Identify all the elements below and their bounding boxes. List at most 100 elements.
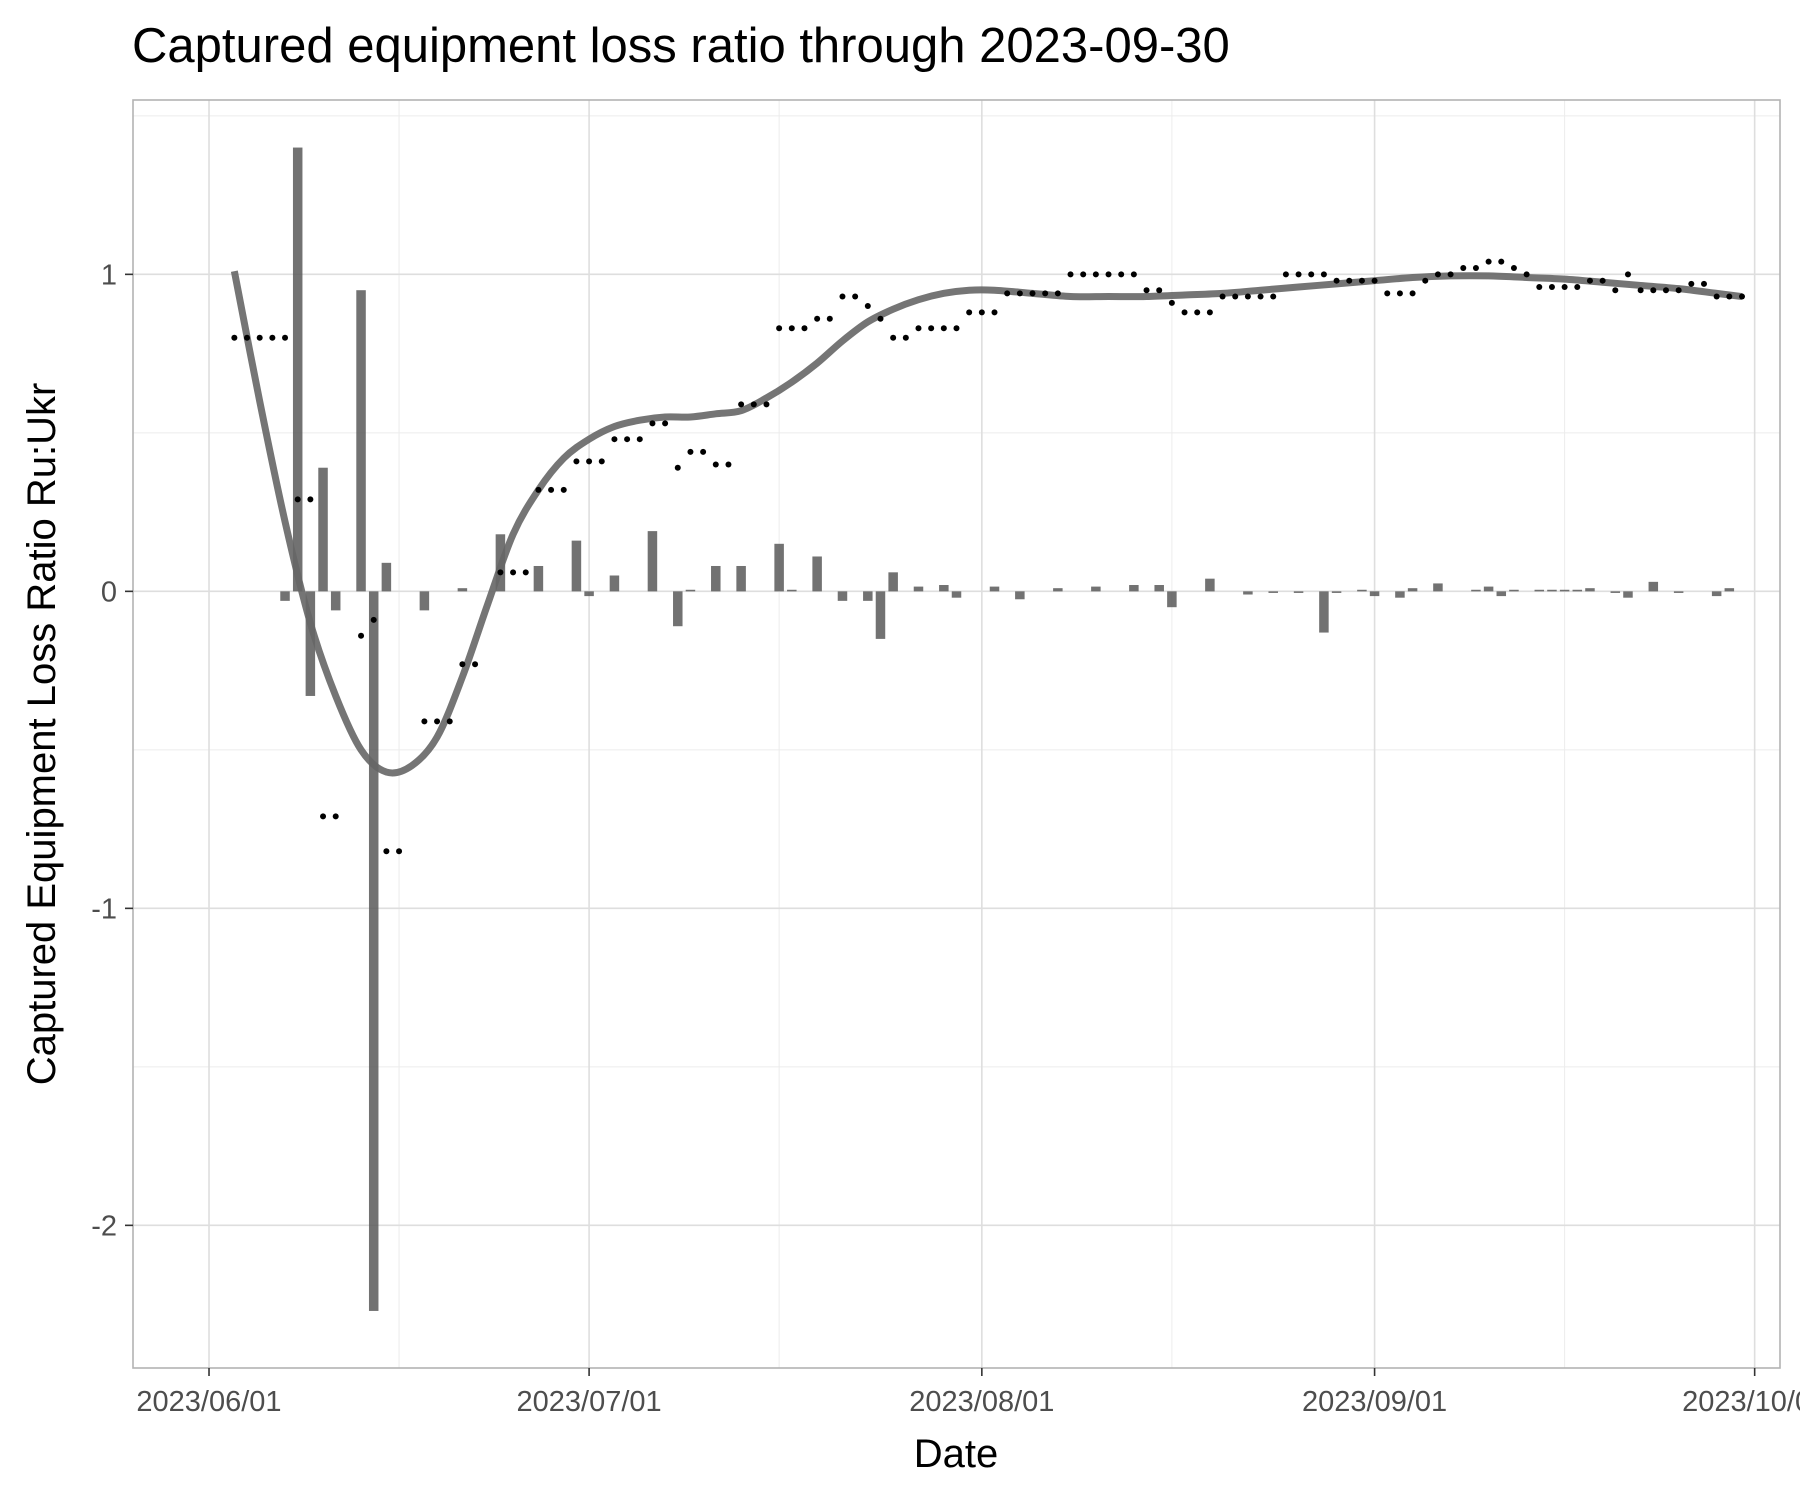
bar xyxy=(1167,591,1177,608)
bar xyxy=(1243,591,1253,595)
data-point xyxy=(1700,280,1707,287)
bar xyxy=(863,591,873,601)
bar xyxy=(1395,591,1405,598)
data-point xyxy=(231,334,238,341)
data-point xyxy=(1194,309,1201,316)
data-point xyxy=(662,420,669,427)
bar xyxy=(1293,591,1304,593)
data-point xyxy=(890,334,897,341)
bar xyxy=(1496,591,1507,597)
data-point xyxy=(674,464,681,471)
data-point xyxy=(1282,271,1289,278)
y-axis-title: Captured Equipment Loss Ratio Ru:Ukr xyxy=(20,383,64,1086)
data-point xyxy=(383,848,390,855)
bar xyxy=(1015,591,1025,600)
data-point xyxy=(1358,277,1365,284)
data-point xyxy=(332,813,339,820)
data-point xyxy=(1232,293,1239,300)
bar xyxy=(1623,591,1633,598)
axis-ticks: -2 -1 0 1 2023/06/01 2023/07/01 2023/08/01 2023… xyxy=(91,259,1800,1418)
data-point xyxy=(966,309,973,316)
data-point xyxy=(864,303,871,310)
data-point xyxy=(1574,284,1581,291)
y-tick-label: -1 xyxy=(91,893,117,925)
bar xyxy=(1205,578,1215,592)
bar xyxy=(1610,591,1621,593)
data-point xyxy=(1662,287,1669,294)
bar xyxy=(584,591,594,597)
bar xyxy=(1369,591,1380,597)
data-point xyxy=(510,569,517,576)
bar xyxy=(951,591,962,598)
bar xyxy=(1673,591,1684,593)
data-point xyxy=(1523,271,1530,278)
data-point xyxy=(1384,290,1391,297)
data-point xyxy=(902,334,909,341)
data-point xyxy=(763,401,770,408)
bar xyxy=(356,290,366,592)
data-point xyxy=(725,461,732,468)
y-tick-label: 1 xyxy=(101,259,117,291)
data-point xyxy=(1308,271,1315,278)
bar xyxy=(1648,581,1659,592)
bar xyxy=(812,556,822,592)
bar xyxy=(318,467,328,592)
bar xyxy=(1534,589,1545,592)
data-point xyxy=(535,486,542,493)
bar xyxy=(673,591,683,627)
data-point xyxy=(1118,271,1125,278)
data-point xyxy=(852,293,859,300)
data-point xyxy=(1257,293,1264,300)
data-point xyxy=(1092,271,1099,278)
data-point xyxy=(598,458,605,465)
bar xyxy=(774,543,784,592)
bar xyxy=(989,586,1000,592)
data-point xyxy=(282,334,289,341)
data-point xyxy=(1054,290,1061,297)
data-point xyxy=(358,632,365,639)
data-point xyxy=(636,436,643,443)
data-point xyxy=(611,436,618,443)
data-point xyxy=(1130,271,1137,278)
bar xyxy=(939,585,949,592)
bar xyxy=(280,591,290,601)
data-point xyxy=(877,315,884,322)
bar xyxy=(292,147,303,592)
data-point xyxy=(826,315,833,322)
data-point xyxy=(1637,287,1644,294)
bar xyxy=(1711,591,1722,597)
data-point xyxy=(991,309,998,316)
data-point xyxy=(573,458,580,465)
data-point xyxy=(1016,290,1023,297)
bar xyxy=(736,565,746,592)
data-point xyxy=(940,325,947,332)
data-point xyxy=(1320,271,1327,278)
data-point xyxy=(1510,265,1517,272)
chart-title: Captured equipment loss ratio through 20… xyxy=(132,19,1230,73)
bar xyxy=(1433,583,1443,592)
data-point xyxy=(269,334,276,341)
bar xyxy=(1471,589,1481,592)
bar-series xyxy=(280,147,1735,1311)
data-point xyxy=(801,325,808,332)
data-point xyxy=(1447,271,1454,278)
data-point xyxy=(1612,287,1619,294)
data-point xyxy=(978,309,985,316)
data-point xyxy=(1561,284,1568,291)
data-point xyxy=(1105,271,1112,278)
data-point xyxy=(814,315,821,322)
data-point xyxy=(1244,293,1251,300)
data-point xyxy=(1295,271,1302,278)
data-point xyxy=(244,334,251,341)
bar xyxy=(1268,591,1278,593)
data-point xyxy=(1624,271,1631,278)
bar xyxy=(1129,585,1139,592)
data-point xyxy=(788,325,795,332)
grid-lines xyxy=(133,100,1780,1368)
x-tick-label: 2023/10/01 xyxy=(1682,1386,1800,1418)
bar xyxy=(711,565,721,592)
bar xyxy=(1547,589,1557,592)
data-point xyxy=(915,325,922,332)
data-point xyxy=(1599,277,1606,284)
